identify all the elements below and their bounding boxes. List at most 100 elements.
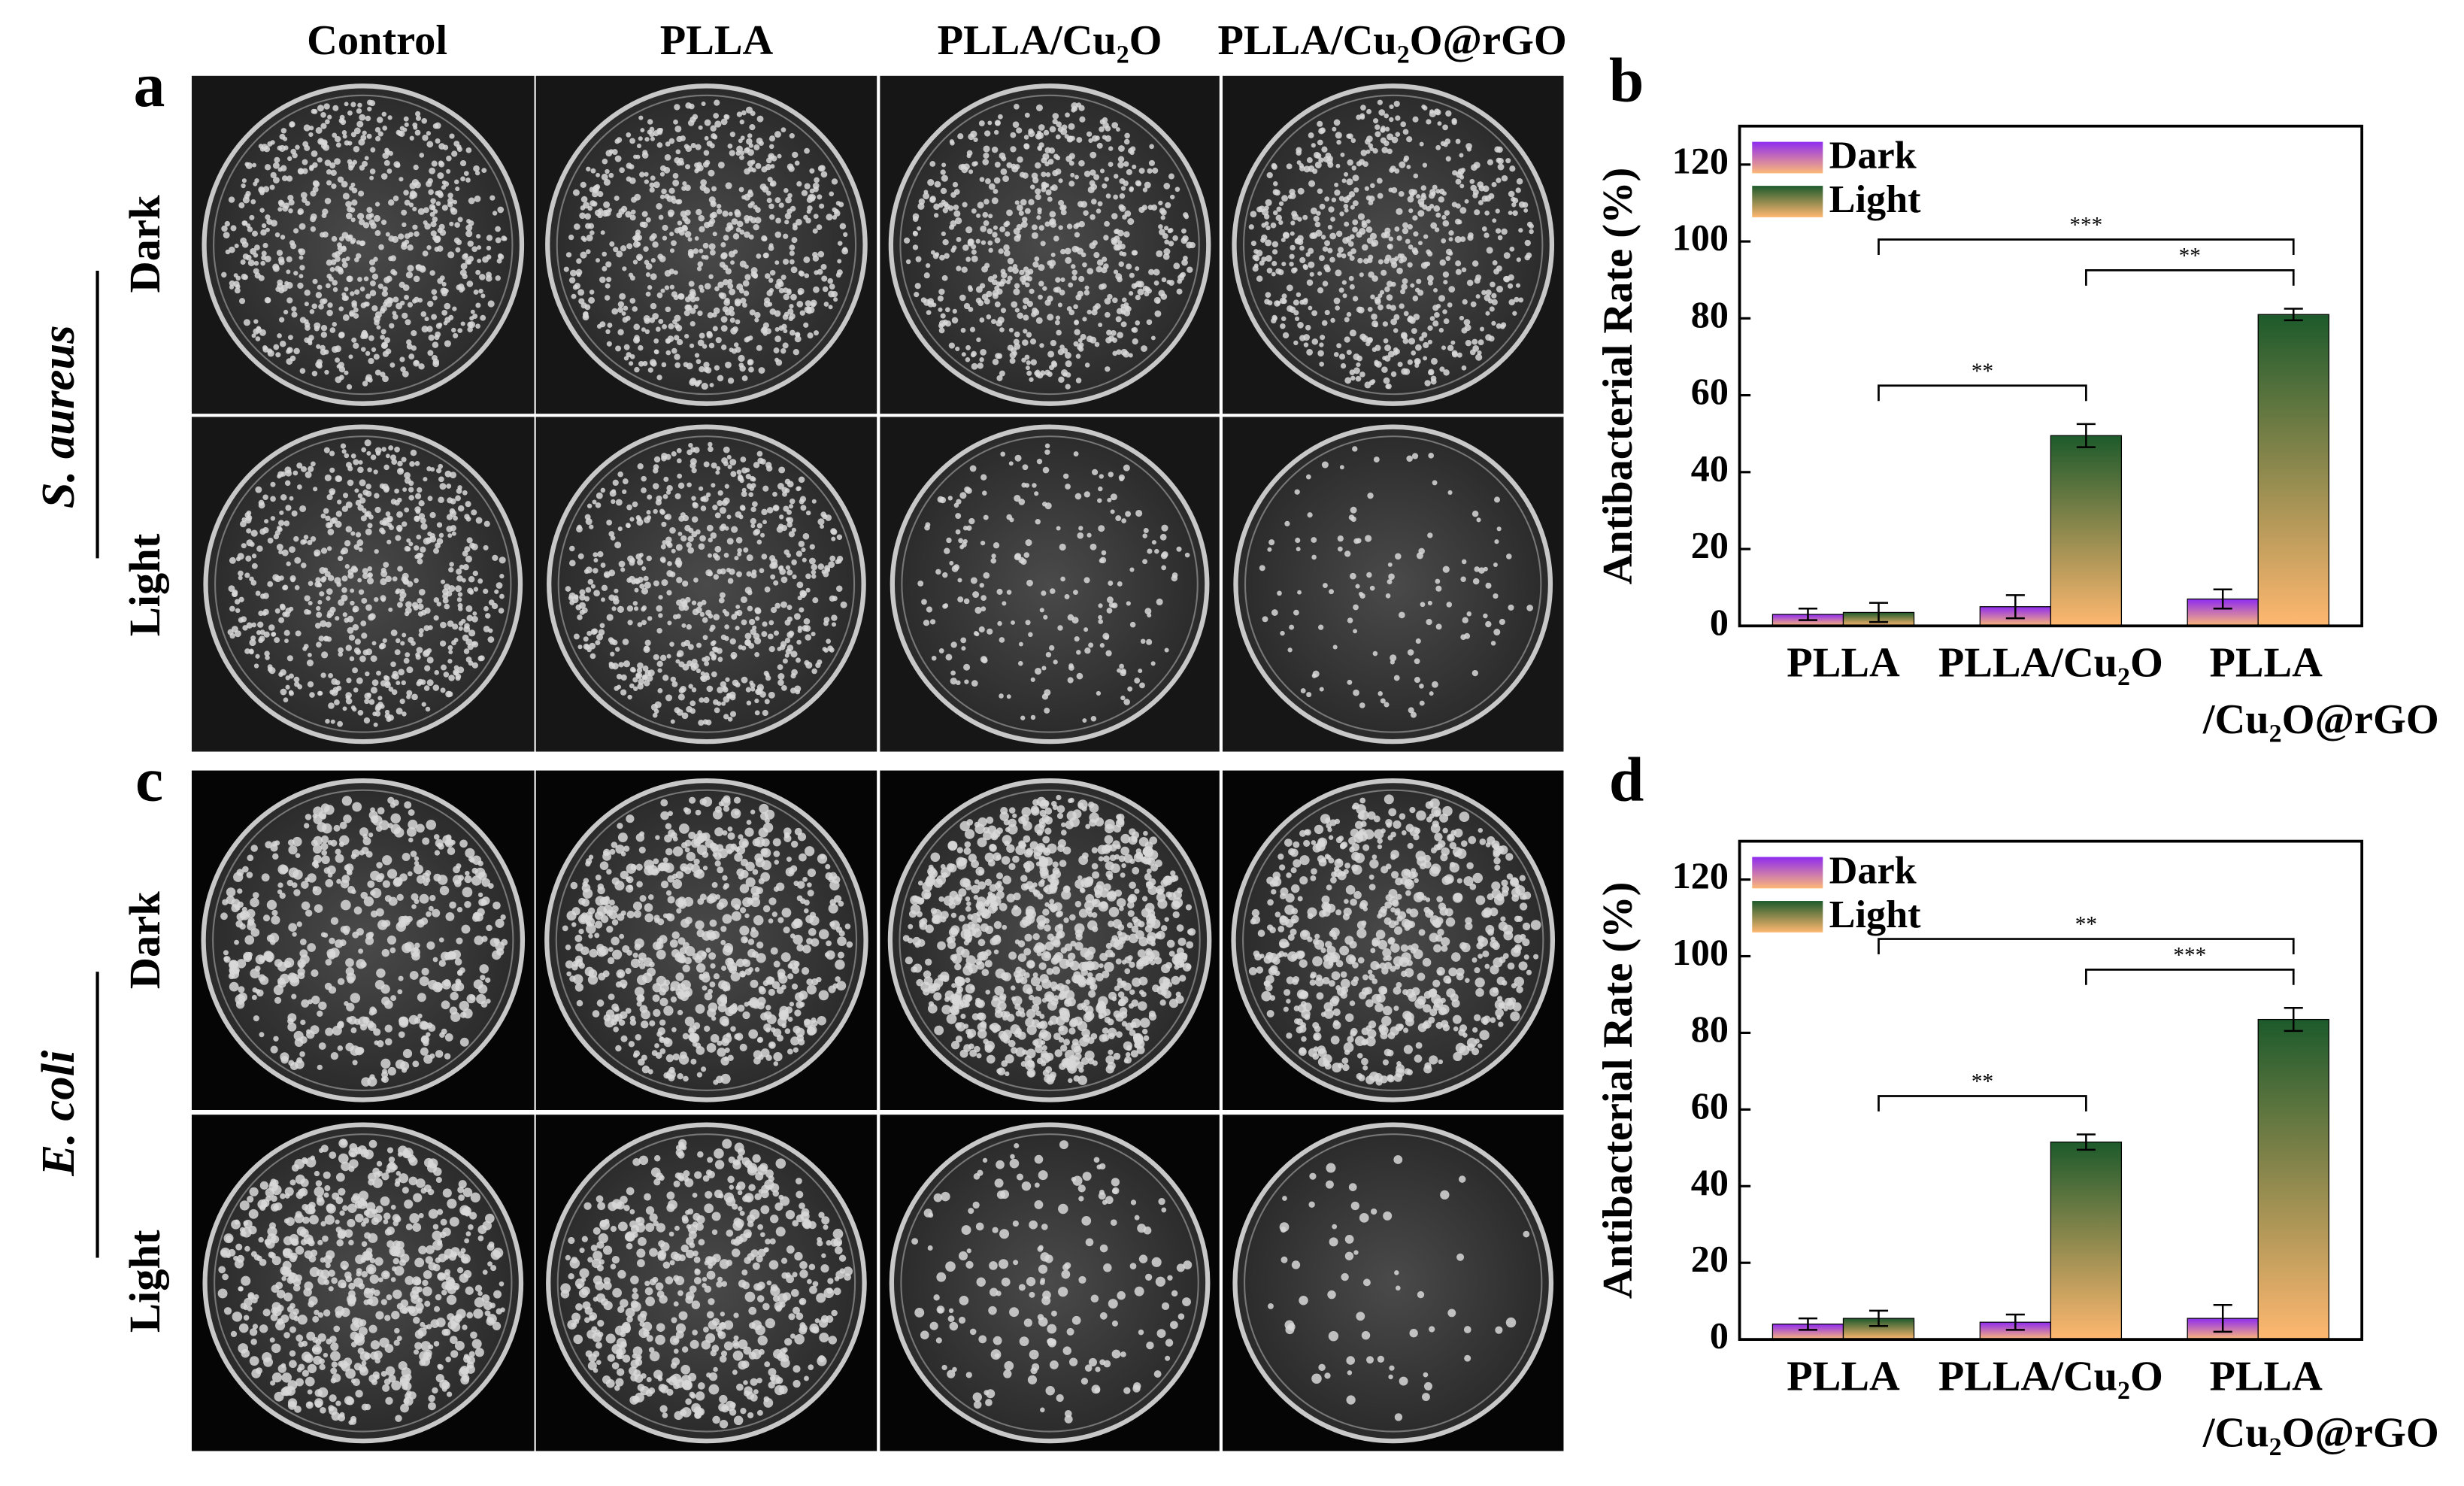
colony — [1460, 634, 1466, 641]
colony — [687, 644, 694, 651]
colony — [365, 350, 371, 356]
colony — [659, 194, 665, 199]
colony — [713, 646, 719, 653]
colony — [408, 837, 414, 843]
colony — [459, 159, 467, 167]
colony — [1428, 368, 1435, 376]
colony — [1041, 666, 1047, 671]
colony — [465, 870, 470, 876]
colony — [1084, 285, 1090, 290]
colony — [1098, 619, 1104, 624]
colony — [1138, 168, 1145, 174]
colony — [1496, 157, 1502, 163]
colony — [414, 231, 420, 237]
colony — [336, 364, 341, 369]
colony — [471, 246, 478, 253]
colony — [353, 544, 360, 550]
colony — [1054, 287, 1062, 293]
colony — [421, 967, 429, 976]
colony — [356, 927, 364, 936]
colony — [308, 335, 314, 341]
colony — [1036, 215, 1041, 220]
colony — [1156, 598, 1163, 605]
colony — [312, 180, 320, 187]
colony — [464, 900, 471, 908]
colony — [405, 942, 415, 952]
colony — [390, 268, 396, 275]
colony — [1308, 132, 1314, 138]
colony — [414, 111, 421, 117]
colony — [442, 597, 449, 604]
colony — [957, 578, 962, 583]
colony — [965, 256, 971, 262]
colony — [754, 607, 761, 614]
colony — [970, 130, 977, 138]
colony — [1488, 335, 1495, 342]
colony — [589, 230, 595, 235]
colony — [1098, 614, 1103, 620]
colony — [714, 545, 722, 553]
colony — [411, 329, 417, 337]
colony — [1094, 341, 1100, 347]
colony — [971, 208, 977, 214]
colony — [1324, 196, 1330, 202]
colony — [1058, 178, 1063, 183]
colony — [1052, 169, 1059, 177]
colony — [1098, 486, 1103, 492]
colony — [661, 188, 667, 195]
colony — [1346, 311, 1352, 317]
colony — [1394, 226, 1400, 232]
colony — [617, 307, 624, 313]
colony — [682, 514, 689, 522]
colony — [441, 1028, 447, 1035]
colony — [1006, 694, 1011, 699]
colony — [756, 450, 763, 457]
colony — [357, 578, 362, 583]
colony — [735, 319, 741, 325]
colony — [356, 108, 362, 114]
colony — [445, 690, 453, 698]
colony — [1290, 220, 1296, 226]
colony — [389, 362, 396, 368]
colony — [999, 693, 1004, 699]
colony — [464, 875, 472, 884]
colony — [1422, 162, 1428, 168]
colony — [386, 275, 392, 283]
colony — [932, 302, 937, 308]
colony — [593, 557, 599, 563]
colony — [960, 637, 967, 644]
colony — [1335, 132, 1342, 139]
colony — [447, 659, 453, 664]
colony — [296, 921, 302, 927]
colony — [1327, 247, 1333, 253]
colony — [703, 362, 710, 368]
colony — [244, 935, 255, 945]
colony — [413, 275, 420, 283]
colony — [390, 813, 402, 824]
colony — [280, 1052, 289, 1062]
colony — [915, 256, 922, 262]
colony — [730, 651, 738, 659]
colony — [1093, 174, 1100, 180]
colony — [316, 605, 321, 611]
colony — [326, 522, 332, 529]
colony — [1035, 519, 1041, 525]
colony — [1035, 162, 1041, 169]
colony — [796, 550, 803, 557]
colony — [729, 569, 735, 575]
colony — [749, 124, 756, 131]
colony — [703, 221, 711, 229]
colony — [673, 270, 678, 275]
colony — [614, 155, 622, 162]
colony — [389, 454, 396, 461]
colony — [424, 223, 431, 230]
colony — [1014, 283, 1020, 289]
colony — [571, 293, 577, 299]
colony — [293, 347, 300, 355]
colony — [337, 1045, 344, 1051]
colony — [1396, 208, 1403, 215]
colony — [762, 485, 769, 492]
colony — [350, 238, 356, 244]
colony — [596, 258, 600, 263]
colony — [955, 513, 962, 519]
